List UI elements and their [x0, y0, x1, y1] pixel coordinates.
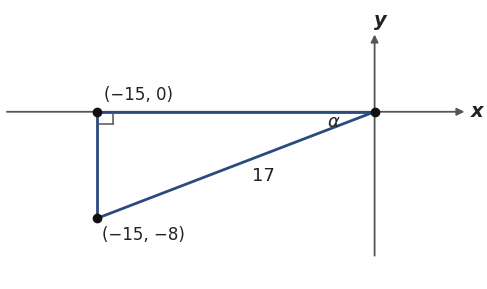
Text: y: y [374, 12, 387, 30]
Text: (−15, 0): (−15, 0) [104, 86, 173, 104]
Text: α: α [328, 114, 340, 131]
Text: 17: 17 [252, 167, 275, 185]
Text: x: x [471, 102, 484, 121]
Text: (−15, −8): (−15, −8) [102, 227, 185, 244]
